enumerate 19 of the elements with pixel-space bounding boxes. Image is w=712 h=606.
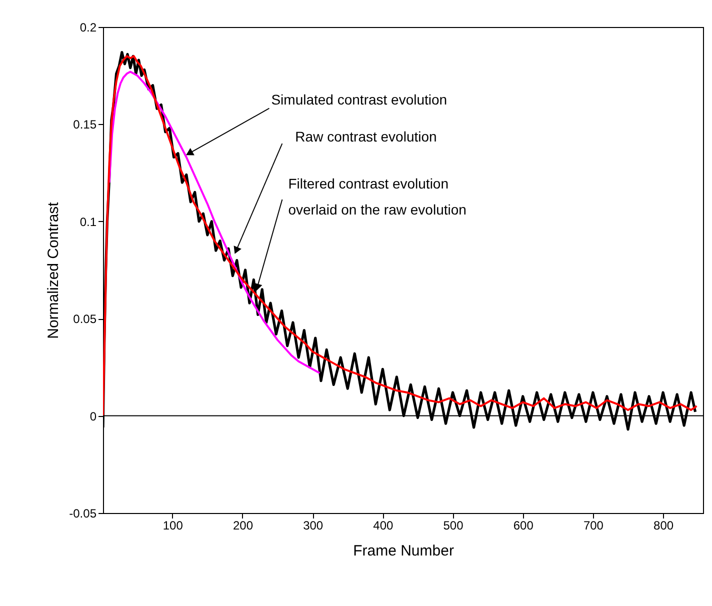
x-axis-title: Frame Number <box>353 542 454 560</box>
annotation: Filtered contrast evolution overlaid on the raw evolution <box>288 175 466 218</box>
y-tick-label: 0 <box>90 409 97 424</box>
x-tick-label: 400 <box>373 518 394 532</box>
y-tick-label: 0.1 <box>80 214 97 229</box>
x-tick-label: 700 <box>583 518 604 532</box>
y-tick-label: 0.2 <box>80 20 97 34</box>
x-tick-label: 500 <box>443 518 464 532</box>
x-tick-label: 100 <box>162 518 184 532</box>
x-tick-label: 200 <box>232 518 254 532</box>
y-tick-label: 0.05 <box>73 312 97 326</box>
x-tick-label: 600 <box>513 518 534 532</box>
y-tick-label: -0.05 <box>69 506 97 520</box>
y-tick-label: 0.15 <box>73 118 97 132</box>
x-tick-label: 800 <box>654 518 674 532</box>
x-tick-label: 300 <box>303 518 324 532</box>
y-axis-title: Normalized Contrast <box>45 201 62 339</box>
annotation: Raw contrast evolution <box>295 128 437 145</box>
annotation: Simulated contrast evolution <box>271 91 448 108</box>
